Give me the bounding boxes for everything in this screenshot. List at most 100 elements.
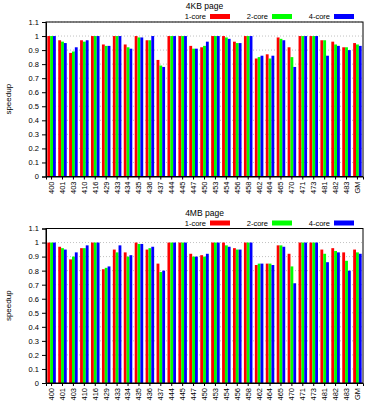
tick: GM <box>353 177 362 194</box>
tick-label: 435 <box>134 182 143 195</box>
bar <box>342 47 345 176</box>
tick-label: 450 <box>200 182 209 195</box>
title: 4MB page <box>185 208 224 218</box>
bar <box>258 264 261 383</box>
bar <box>195 257 198 383</box>
tick-label: 416 <box>91 182 100 195</box>
bar <box>94 36 97 176</box>
legend-swatch <box>334 221 354 226</box>
bar <box>282 247 285 383</box>
chart: 00.10.20.30.40.50.60.70.80.911.140040140… <box>4 1 364 194</box>
tick-label: 400 <box>47 182 56 195</box>
bar <box>148 248 151 383</box>
bar <box>178 243 181 383</box>
tick: 410 <box>80 177 89 195</box>
tick-mark <box>42 341 46 342</box>
bar <box>135 243 138 383</box>
tick-mark <box>42 134 46 135</box>
bar <box>290 57 293 176</box>
tick: 471 <box>298 177 307 195</box>
series <box>53 36 362 176</box>
bar <box>178 36 181 176</box>
tick: 0.8 <box>29 267 46 276</box>
tick-mark <box>42 257 46 258</box>
bar <box>138 37 141 176</box>
bar <box>58 40 61 176</box>
tick: 0.6 <box>29 295 46 304</box>
tick-mark <box>42 50 46 51</box>
bar <box>75 47 78 176</box>
tick-mark <box>237 177 238 180</box>
bar <box>261 56 264 177</box>
bar <box>353 250 356 383</box>
bar <box>320 250 323 383</box>
tick-mark <box>171 383 172 386</box>
legend-swatch <box>210 221 230 226</box>
bar <box>271 265 274 383</box>
tick-mark <box>270 177 271 180</box>
tick-mark <box>42 162 46 163</box>
tick: 473 <box>309 383 318 401</box>
bar <box>69 53 72 177</box>
tick-mark <box>248 383 249 386</box>
tick: 473 <box>309 177 318 195</box>
bar <box>47 243 50 383</box>
tick: 465 <box>276 383 285 401</box>
legend-swatch <box>272 221 292 226</box>
bar <box>170 36 173 176</box>
bar <box>83 42 86 177</box>
bar <box>86 245 89 383</box>
bar <box>359 46 362 177</box>
chart: 00.10.20.30.40.50.60.70.80.911.140040140… <box>4 208 364 401</box>
tick-mark <box>42 36 46 37</box>
tick: 470 <box>287 177 296 195</box>
bar <box>217 243 220 383</box>
tick: 0.3 <box>29 337 46 346</box>
bar <box>258 57 261 176</box>
tick-label: GM <box>353 388 362 400</box>
tick-mark <box>204 177 205 180</box>
tick-label: 445 <box>178 182 187 195</box>
tick: 454 <box>222 383 231 401</box>
bar <box>200 47 203 176</box>
tick: 0.3 <box>29 130 46 139</box>
bar <box>140 37 143 176</box>
tick-mark <box>324 383 325 386</box>
tick-mark <box>160 177 161 180</box>
bar <box>299 36 302 176</box>
bar <box>277 245 280 383</box>
tick: 462 <box>255 177 264 195</box>
bar <box>320 40 323 176</box>
bar <box>148 40 151 176</box>
tick: 458 <box>244 177 253 195</box>
bar <box>348 271 351 383</box>
tick: 447 <box>189 383 198 401</box>
x-axis: 4004014034104164294334344354364374444454… <box>47 177 364 195</box>
tick-mark <box>193 177 194 180</box>
bar <box>97 243 100 383</box>
tick-mark <box>84 383 85 386</box>
tick-label: 416 <box>91 388 100 401</box>
frame <box>46 22 363 177</box>
bar <box>200 255 203 383</box>
tick-mark <box>62 177 63 180</box>
bar <box>119 245 122 383</box>
tick: 400 <box>47 383 56 401</box>
tick-mark <box>280 383 281 386</box>
tick-mark <box>42 106 46 107</box>
tick-mark <box>42 177 46 178</box>
tick: 458 <box>244 383 253 401</box>
tick-mark <box>302 177 303 180</box>
bar <box>50 243 53 383</box>
tick-label: 403 <box>69 388 78 401</box>
tick-mark <box>248 177 249 180</box>
tick-mark <box>42 92 46 93</box>
bar <box>53 36 56 176</box>
tick: 400 <box>47 177 56 195</box>
tick-mark <box>95 383 96 386</box>
tick: 403 <box>69 177 78 195</box>
bar <box>345 261 348 383</box>
tick-mark <box>346 177 347 180</box>
legend-swatch <box>210 14 230 19</box>
bar <box>91 36 94 176</box>
